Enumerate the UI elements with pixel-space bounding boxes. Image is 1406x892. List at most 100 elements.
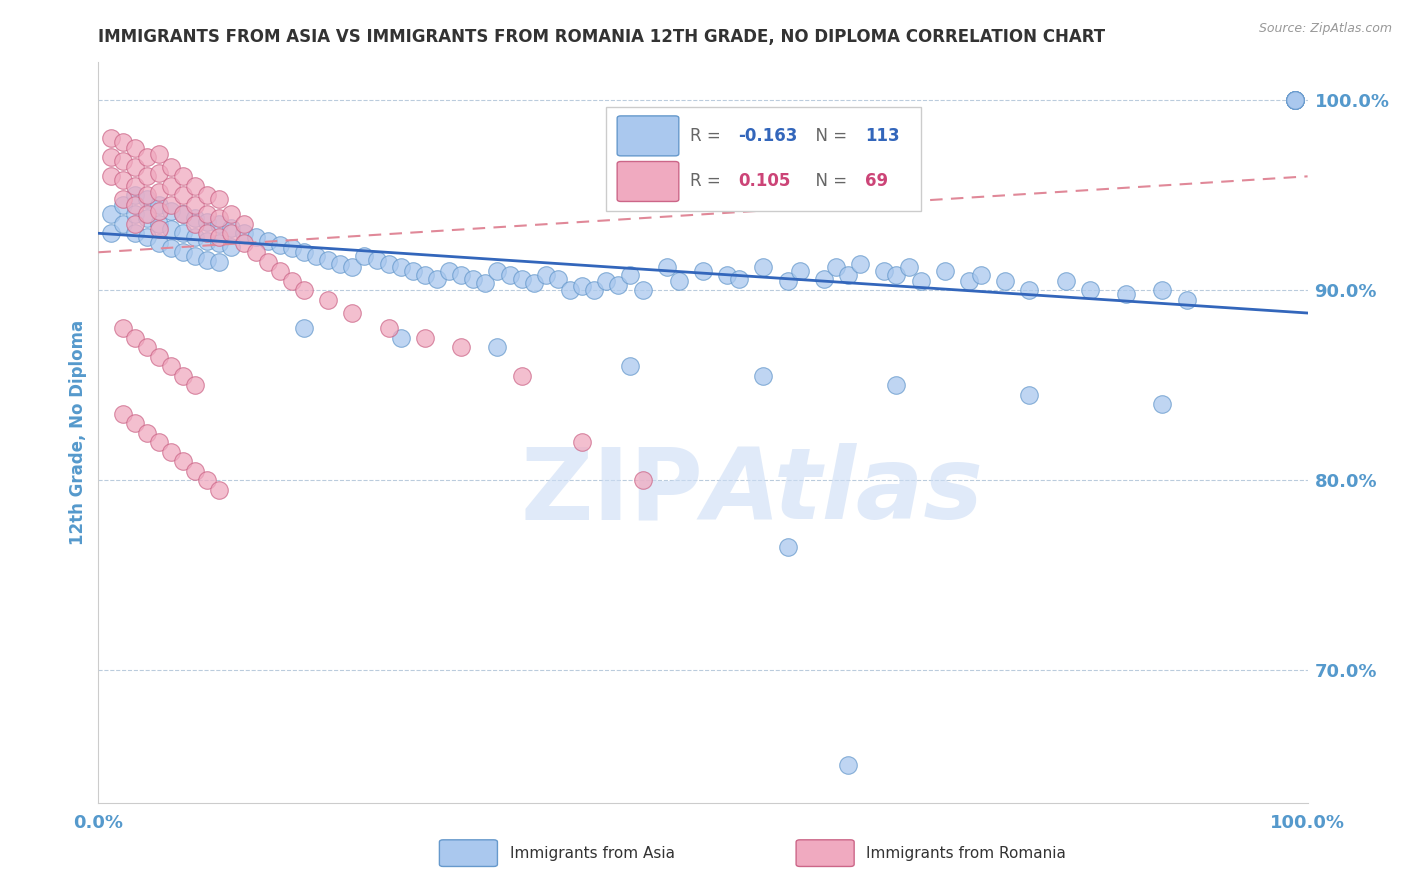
Point xyxy=(1284,94,1306,108)
Point xyxy=(111,217,134,231)
Point xyxy=(195,188,218,202)
Point xyxy=(148,165,170,179)
Point xyxy=(232,217,254,231)
Point xyxy=(752,260,775,275)
Point xyxy=(789,264,811,278)
Point xyxy=(135,211,157,226)
Text: Atlas: Atlas xyxy=(703,443,984,541)
Point xyxy=(776,540,799,554)
Point xyxy=(148,235,170,250)
Point xyxy=(486,264,509,278)
Point xyxy=(148,435,170,450)
Point xyxy=(583,283,606,297)
Point xyxy=(232,235,254,250)
Point xyxy=(498,268,520,282)
Text: R =: R = xyxy=(690,172,725,191)
Point xyxy=(450,268,472,282)
Text: 113: 113 xyxy=(865,127,900,145)
Point xyxy=(463,272,485,286)
Point xyxy=(571,279,593,293)
Point xyxy=(111,173,134,187)
Point xyxy=(172,207,194,221)
Point xyxy=(160,242,183,256)
Point xyxy=(111,135,134,149)
Point xyxy=(208,211,231,226)
Point xyxy=(184,230,207,244)
Point xyxy=(160,198,183,212)
Text: Source: ZipAtlas.com: Source: ZipAtlas.com xyxy=(1258,22,1392,36)
Point xyxy=(342,306,364,320)
Point xyxy=(1284,94,1306,108)
Point xyxy=(342,260,364,275)
Point xyxy=(619,268,641,282)
Point xyxy=(886,268,908,282)
Point xyxy=(172,454,194,468)
Point xyxy=(124,160,146,174)
Point xyxy=(437,264,460,278)
Point xyxy=(1018,283,1040,297)
Point xyxy=(1152,397,1174,411)
Point xyxy=(886,378,908,392)
Point xyxy=(135,207,157,221)
Text: IMMIGRANTS FROM ASIA VS IMMIGRANTS FROM ROMANIA 12TH GRADE, NO DIPLOMA CORRELATI: IMMIGRANTS FROM ASIA VS IMMIGRANTS FROM … xyxy=(98,28,1105,45)
Point xyxy=(148,217,170,231)
Point xyxy=(172,245,194,260)
Point xyxy=(184,198,207,212)
Point xyxy=(813,272,835,286)
Point xyxy=(111,407,134,421)
Point xyxy=(135,169,157,184)
Point xyxy=(825,260,848,275)
Point xyxy=(100,207,122,221)
Point xyxy=(124,178,146,193)
Point xyxy=(837,757,859,772)
Point xyxy=(631,283,654,297)
Point xyxy=(668,274,690,288)
Text: N =: N = xyxy=(804,127,852,145)
Point xyxy=(1175,293,1198,307)
Point xyxy=(148,222,170,236)
Point xyxy=(124,416,146,430)
Point xyxy=(100,169,122,184)
Point xyxy=(100,227,122,241)
Point xyxy=(111,321,134,335)
Point xyxy=(208,254,231,268)
Point xyxy=(389,331,412,345)
Point xyxy=(1152,283,1174,297)
FancyBboxPatch shape xyxy=(440,840,498,866)
Point xyxy=(510,368,533,383)
Point xyxy=(195,234,218,248)
Y-axis label: 12th Grade, No Diploma: 12th Grade, No Diploma xyxy=(69,320,87,545)
Point xyxy=(111,198,134,212)
Point xyxy=(1284,94,1306,108)
Text: -0.163: -0.163 xyxy=(738,127,797,145)
Point xyxy=(934,264,956,278)
Point xyxy=(534,268,557,282)
Point xyxy=(232,227,254,241)
FancyBboxPatch shape xyxy=(606,107,921,211)
Point xyxy=(184,178,207,193)
Point xyxy=(135,192,157,206)
Point xyxy=(957,274,980,288)
Point xyxy=(135,230,157,244)
FancyBboxPatch shape xyxy=(617,116,679,156)
Point xyxy=(316,293,339,307)
Point xyxy=(970,268,993,282)
Point xyxy=(413,331,436,345)
Point xyxy=(692,264,714,278)
Point xyxy=(124,198,146,212)
Point xyxy=(135,188,157,202)
Point xyxy=(558,283,581,297)
Point xyxy=(172,368,194,383)
Point xyxy=(208,192,231,206)
Text: Immigrants from Asia: Immigrants from Asia xyxy=(509,846,675,861)
Point xyxy=(124,188,146,202)
Point xyxy=(910,274,932,288)
Point xyxy=(474,276,496,290)
Point xyxy=(631,473,654,487)
Point xyxy=(221,220,243,235)
Point xyxy=(1284,94,1306,108)
Point xyxy=(184,464,207,478)
Text: 0.105: 0.105 xyxy=(738,172,790,191)
Point xyxy=(148,203,170,218)
Point xyxy=(221,239,243,253)
